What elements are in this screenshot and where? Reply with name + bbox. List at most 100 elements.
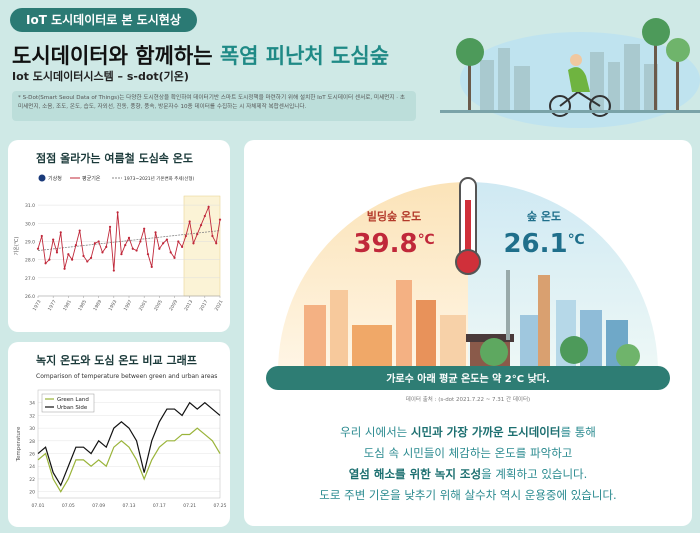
compare-panel: 녹지 온도와 도심 온도 비교 그래프 Comparison of temper… bbox=[8, 342, 230, 527]
x-tick-label: 2021 bbox=[214, 299, 225, 312]
temp-point bbox=[188, 220, 191, 223]
y-tick-label: 32 bbox=[29, 413, 35, 419]
temp-point bbox=[82, 254, 85, 258]
series-line bbox=[37, 401, 221, 487]
temp-point bbox=[52, 238, 55, 241]
y-tick-label: 27.0 bbox=[25, 276, 35, 282]
temp-point bbox=[218, 218, 222, 221]
y-axis-label: 기온(℃) bbox=[13, 237, 20, 256]
x-tick-label: 2001 bbox=[138, 299, 149, 312]
temp-point bbox=[59, 231, 62, 234]
series-line bbox=[37, 427, 221, 493]
banner-text: 가로수 아래 평균 온도는 약 2°C 낮다. bbox=[386, 372, 550, 385]
x-tick-label: 07.09 bbox=[92, 503, 105, 509]
plot-frame bbox=[37, 389, 221, 499]
temp-point bbox=[93, 242, 96, 245]
building-value: 39.8℃ bbox=[353, 229, 434, 259]
forest-value-number: 26.1 bbox=[503, 229, 567, 259]
body-segment: 도로 주변 기온을 낮추기 위해 살수차 역시 운용중에 있습니다. bbox=[319, 488, 616, 502]
legend-label: 평균기온 bbox=[82, 175, 101, 182]
temp-point bbox=[120, 253, 123, 256]
body-segment: 을 계획하고 있습니다. bbox=[481, 467, 587, 481]
body-segment: 시민과 가장 가까운 도시데이터 bbox=[411, 425, 561, 439]
building-label: 빌딩숲 온도 bbox=[367, 209, 421, 223]
y-tick-label: 34 bbox=[29, 401, 35, 407]
source: 데이터 출처 : (s-dot 2021.7.22 ~ 7.31 간 데이터) bbox=[406, 395, 530, 403]
temp-point bbox=[108, 225, 112, 229]
highlight-region bbox=[183, 195, 221, 297]
x-tick-label: 07.17 bbox=[153, 503, 166, 509]
temp-point bbox=[192, 242, 195, 245]
temp-point bbox=[146, 253, 150, 256]
badge: IoT 도시데이터로 본 도시현상 bbox=[10, 8, 197, 32]
x-tick-label: 07.05 bbox=[62, 503, 75, 509]
trend-chart: 기상청 평균기온 1973~2021년 기온변화 추세(선형) 26.0 27.0 28.… bbox=[13, 174, 225, 312]
y-tick-label: 30 bbox=[29, 426, 35, 432]
temp-point bbox=[135, 249, 138, 252]
temp-point bbox=[203, 214, 206, 218]
thermometer bbox=[455, 177, 481, 275]
main-panel: 빌딩숲 온도 39.8℃ 숲 온도 26.1℃ 가로수 아래 평균 온도는 약 2°C … bbox=[244, 140, 692, 526]
temp-point bbox=[55, 251, 59, 254]
body-segment: 를 통해 bbox=[560, 425, 595, 439]
building-value-unit: ℃ bbox=[418, 232, 435, 248]
temp-point bbox=[184, 234, 187, 238]
forest-value-unit: ℃ bbox=[568, 232, 585, 248]
forest-label: 숲 온도 bbox=[527, 210, 561, 223]
body-line: 우리 시에서는 시민과 가장 가까운 도시데이터를 통해 bbox=[340, 425, 596, 439]
temp-point bbox=[124, 243, 127, 247]
temp-point bbox=[173, 256, 176, 259]
temp-point bbox=[71, 258, 74, 261]
temp-point bbox=[78, 229, 81, 232]
temp-point bbox=[196, 233, 199, 236]
temp-point bbox=[158, 247, 161, 250]
y-tick-label: 26 bbox=[29, 452, 35, 458]
note: * S-Dot(Smart Seoul Data of Things)는 다양한… bbox=[12, 91, 416, 121]
temp-point bbox=[101, 251, 104, 254]
temp-point bbox=[97, 240, 100, 243]
temp-point bbox=[169, 251, 172, 254]
title: 도시데이터와 함께하는 폭염 피난처 도심숲 bbox=[12, 40, 389, 70]
y-tick-label: 20 bbox=[29, 490, 35, 496]
y-tick-label: 29.0 bbox=[25, 239, 35, 245]
temp-point bbox=[116, 211, 119, 214]
cyclist-body bbox=[568, 67, 590, 92]
x-tick-label: 1993 bbox=[108, 299, 119, 312]
cyclist-head bbox=[570, 54, 582, 66]
trees bbox=[456, 18, 690, 110]
subtitle: Comparison of temperature between green … bbox=[36, 373, 217, 380]
x-tick-label: 1985 bbox=[77, 299, 88, 312]
temp-point bbox=[162, 242, 165, 245]
legend-label: Green Land bbox=[57, 397, 89, 403]
temp-point bbox=[112, 269, 115, 272]
forest-value: 26.1℃ bbox=[503, 229, 584, 259]
temp-point bbox=[131, 247, 134, 250]
title-text: 도시데이터와 함께하는 bbox=[12, 44, 220, 68]
temp-point bbox=[207, 205, 210, 209]
temp-point bbox=[44, 262, 47, 265]
temp-point bbox=[154, 231, 157, 234]
temp-point bbox=[215, 242, 218, 245]
temp-point bbox=[74, 243, 78, 247]
trend-line bbox=[37, 230, 221, 251]
x-tick-label: 07.13 bbox=[123, 503, 136, 509]
x-tick-label: 1981 bbox=[62, 299, 73, 312]
y-tick-label: 26.0 bbox=[25, 294, 35, 300]
banner bbox=[266, 366, 670, 390]
temp-point bbox=[127, 236, 131, 239]
temp-point bbox=[89, 256, 93, 259]
body-line: 열섬 해소를 위한 녹지 조성을 계획하고 있습니다. bbox=[349, 467, 588, 481]
panel-title: 녹지 온도와 도심 온도 비교 그래프 bbox=[36, 354, 197, 367]
temp-point bbox=[199, 223, 203, 227]
ground bbox=[440, 110, 700, 113]
x-tick-label: 2005 bbox=[153, 299, 164, 312]
x-tick-label: 1989 bbox=[92, 299, 103, 312]
x-tick-label: 2009 bbox=[168, 299, 179, 312]
x-tick-label: 07.21 bbox=[183, 503, 196, 509]
body-segment: 우리 시에서는 bbox=[340, 425, 411, 439]
temp-point bbox=[40, 234, 43, 238]
x-tick-label: 07.25 bbox=[214, 503, 227, 509]
y-axis-label: Temperature bbox=[16, 426, 22, 462]
